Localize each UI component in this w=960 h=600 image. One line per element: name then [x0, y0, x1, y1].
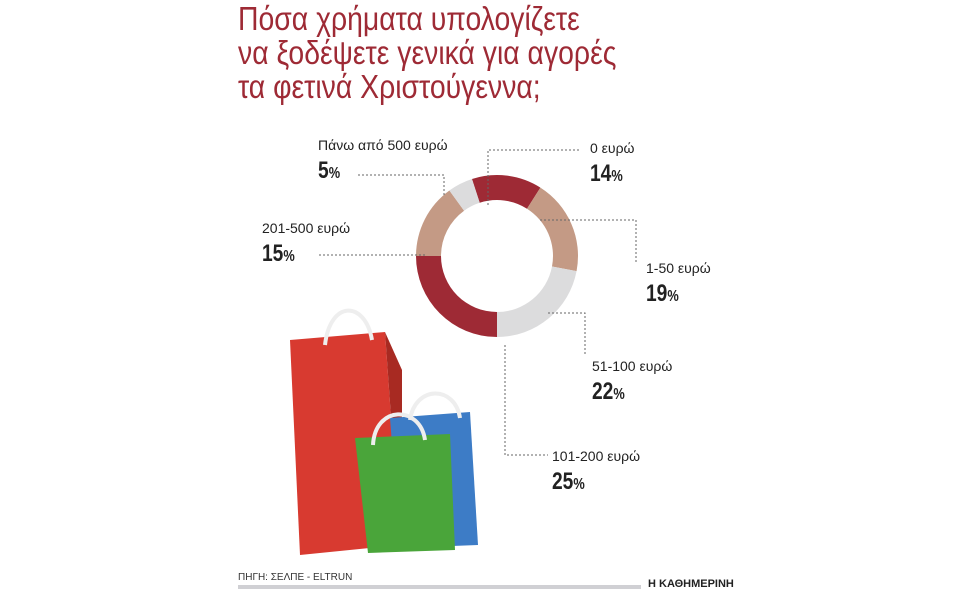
- shopping-bags-illustration: [290, 308, 478, 555]
- label-51-100: 51-100 ευρώ: [592, 358, 673, 374]
- donut-slice-4: [416, 190, 465, 256]
- donut-slice-2: [497, 266, 577, 337]
- value-1-50: 19%: [646, 280, 679, 307]
- value-0-euro: 14%: [590, 160, 623, 187]
- title-line: Πόσα χρήματα υπολογίζετε: [238, 0, 580, 37]
- brand-logo: Η ΚΑΘΗΜΕΡΙΝΗ: [648, 578, 734, 590]
- value-201-500: 15%: [262, 240, 295, 267]
- chart-title: Πόσα χρήματα υπολογίζετε να ξοδέψετε γεν…: [238, 2, 685, 104]
- donut-slice-3: [416, 256, 497, 337]
- label-1-50: 1-50 ευρώ: [646, 260, 711, 276]
- donut-slice-5: [449, 178, 480, 211]
- value-51-100: 22%: [592, 378, 625, 405]
- title-line: να ξοδέψετε γενικά για αγορές: [238, 34, 617, 71]
- leader-lines: [318, 149, 637, 456]
- donut-slice-1: [527, 187, 578, 272]
- label-101-200: 101-200 ευρώ: [552, 448, 641, 464]
- value-over-500: 5%: [318, 157, 341, 184]
- footer-divider: [238, 585, 641, 589]
- label-0-euro: 0 ευρώ: [590, 140, 635, 156]
- donut-slice-0: [471, 175, 541, 209]
- source-note: ΠΗΓΗ: ΣΕΛΠΕ - ELTRUN: [238, 572, 353, 583]
- label-over-500: Πάνω από 500 ευρώ: [318, 137, 448, 153]
- value-101-200: 25%: [552, 468, 585, 495]
- label-201-500: 201-500 ευρώ: [262, 220, 351, 236]
- title-line: τα φετινά Χριστούγεννα;: [238, 68, 541, 105]
